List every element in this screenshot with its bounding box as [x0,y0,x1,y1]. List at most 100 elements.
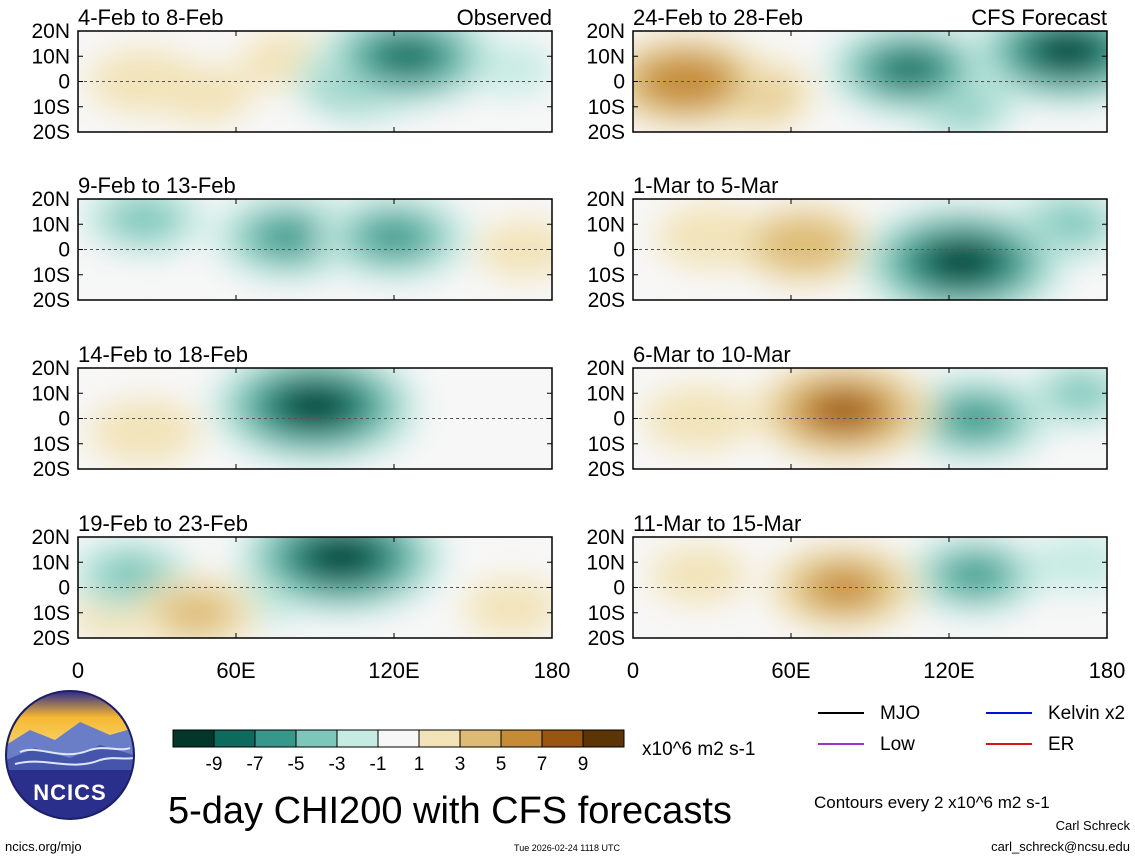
panel-period: 4-Feb to 8-Feb [78,5,224,30]
figure-title: 5-day CHI200 with CFS forecasts [168,790,732,832]
anomaly-blob [933,246,991,278]
y-tick-label: 20S [588,458,625,481]
y-tick-label: 20S [33,289,70,312]
y-tick-label: 10N [31,45,70,68]
anomaly-blob [649,545,748,604]
colorbar-swatch [500,729,543,748]
colorbar-swatch [541,729,584,748]
colorbar-swatch [172,729,215,748]
y-tick-label: 20N [31,188,70,211]
footer-url: ncics.org/mjo [5,839,82,854]
anomaly-blob [774,227,835,262]
anomaly-blob [1040,36,1095,66]
anomaly-blob [881,53,938,85]
y-tick-label: 10N [31,551,70,574]
y-tick-label: 10S [588,264,625,287]
anomaly-blob [255,218,322,256]
y-tick-label: 10S [588,602,625,625]
y-tick-label: 20S [33,121,70,144]
anomaly-blob [92,553,169,597]
y-tick-label: 0 [58,239,70,262]
x-tick-label: 0 [627,658,639,683]
legend-label: MJO [880,703,920,724]
footer-author: Carl Schreck [1056,818,1131,833]
colorbar-swatch [336,729,379,748]
y-tick-label: 10S [33,602,70,625]
y-tick-label: 10S [33,96,70,119]
legend-label: Low [880,734,915,755]
anomaly-blob [678,217,746,257]
panel-period: 11-Mar to 15-Mar [633,511,801,536]
anomaly-blob [476,220,552,279]
colorbar-tick-label: -5 [288,754,305,775]
y-tick-label: 20N [586,20,625,43]
anomaly-blob [463,578,552,637]
y-tick-label: 10N [586,551,625,574]
panel-period: 14-Feb to 18-Feb [78,342,248,367]
colorbar-tick-label: 5 [496,754,507,775]
x-tick-label: 60E [771,658,810,683]
colorbar-swatch [418,729,461,748]
y-tick-label: 0 [58,408,70,431]
y-tick-label: 20S [33,627,70,650]
x-tick-label: 0 [72,658,84,683]
legend-label: Kelvin x2 [1048,703,1125,724]
x-tick-label: 120E [923,658,974,683]
y-tick-label: 10N [31,213,70,236]
colorbar-swatch [213,729,256,748]
colorbar-tick-label: 7 [537,754,548,775]
colorbar-tick-label: -3 [329,754,346,775]
y-tick-label: 10N [586,382,625,405]
contour-note: Contours every 2 x10^6 m2 s-1 [814,793,1050,812]
y-tick-label: 0 [58,577,70,600]
panel-period: 9-Feb to 13-Feb [78,173,236,198]
footer-timestamp: Tue 2026-02-24 1118 UTC [514,843,620,853]
anomaly-blob [945,557,1006,592]
y-tick-label: 20S [588,121,625,144]
y-tick-label: 10S [588,96,625,119]
y-tick-label: 10S [588,433,625,456]
y-tick-label: 20N [31,20,70,43]
x-tick-label: 180 [1089,658,1126,683]
anomaly-blob [665,399,733,438]
y-tick-label: 10N [31,382,70,405]
y-tick-label: 0 [58,71,70,94]
anomaly-blob [361,218,427,256]
panel-source-label: CFS Forecast [971,5,1107,30]
y-tick-label: 20N [586,526,625,549]
colorbar-units: x10^6 m2 s-1 [642,739,755,760]
footer-email: carl_schreck@ncsu.edu [991,839,1130,854]
logo-text: NCICS [33,780,106,805]
y-tick-label: 10S [33,433,70,456]
anomaly-blob [106,199,182,241]
colorbar: -9 -7 -5 -3 -1 1 3 5 7 9 [172,729,625,775]
colorbar-tick-label: 9 [578,754,589,775]
y-tick-label: 20N [586,357,625,380]
anomaly-blob [657,66,714,97]
anomaly-blob [1031,537,1107,592]
anomaly-blob [286,390,344,422]
panel-period: 6-Mar to 10-Mar [633,342,791,367]
colorbar-swatch [254,729,297,748]
anomaly-blob [312,541,370,573]
anomaly-blob [110,411,178,451]
panel-period: 1-Mar to 5-Mar [633,173,778,198]
y-tick-label: 20N [31,357,70,380]
y-tick-label: 20N [31,526,70,549]
y-tick-label: 0 [613,71,625,94]
y-tick-label: 20S [33,458,70,481]
anomaly-blob [417,393,502,444]
colorbar-tick-label: 1 [414,754,425,775]
legend: MJO Low Kelvin x2 ER [818,703,1125,755]
colorbar-swatch [459,729,502,748]
ncics-logo: NCICS [5,690,135,820]
y-tick-label: 10N [586,213,625,236]
